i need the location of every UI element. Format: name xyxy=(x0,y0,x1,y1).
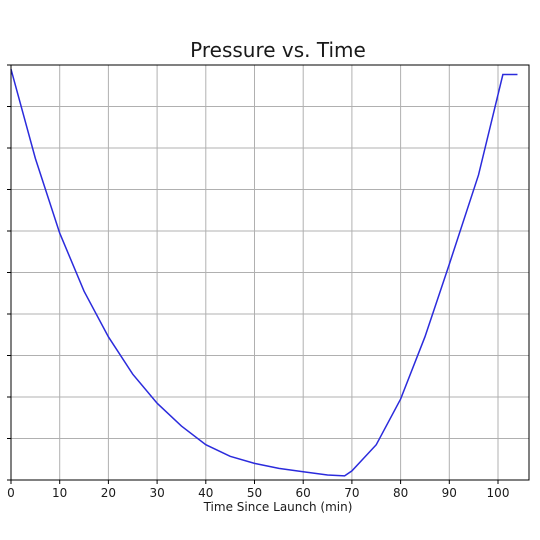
x-tick-label: 20 xyxy=(101,486,116,500)
series-line-0 xyxy=(10,68,518,477)
x-tick-label: 60 xyxy=(296,486,311,500)
axis-ticks: 0 10 20 30 40 50 60 70 80 90 100 xyxy=(7,64,510,500)
plot-frame xyxy=(10,64,530,481)
x-tick-label: 70 xyxy=(344,486,359,500)
x-tick-label: 10 xyxy=(52,486,67,500)
x-axis-label: Time Since Launch (min) xyxy=(203,500,353,514)
x-tick-label: 50 xyxy=(247,486,262,500)
grid-lines xyxy=(10,64,529,481)
x-tick-label: 40 xyxy=(198,486,213,500)
x-tick-label: 90 xyxy=(442,486,457,500)
x-tick-label: 0 xyxy=(7,486,15,500)
x-tick-label: 100 xyxy=(487,486,510,500)
x-tick-label: 30 xyxy=(149,486,164,500)
x-tick-label: 80 xyxy=(393,486,408,500)
series-layer xyxy=(10,68,518,477)
chart-title: Pressure vs. Time xyxy=(190,38,366,62)
